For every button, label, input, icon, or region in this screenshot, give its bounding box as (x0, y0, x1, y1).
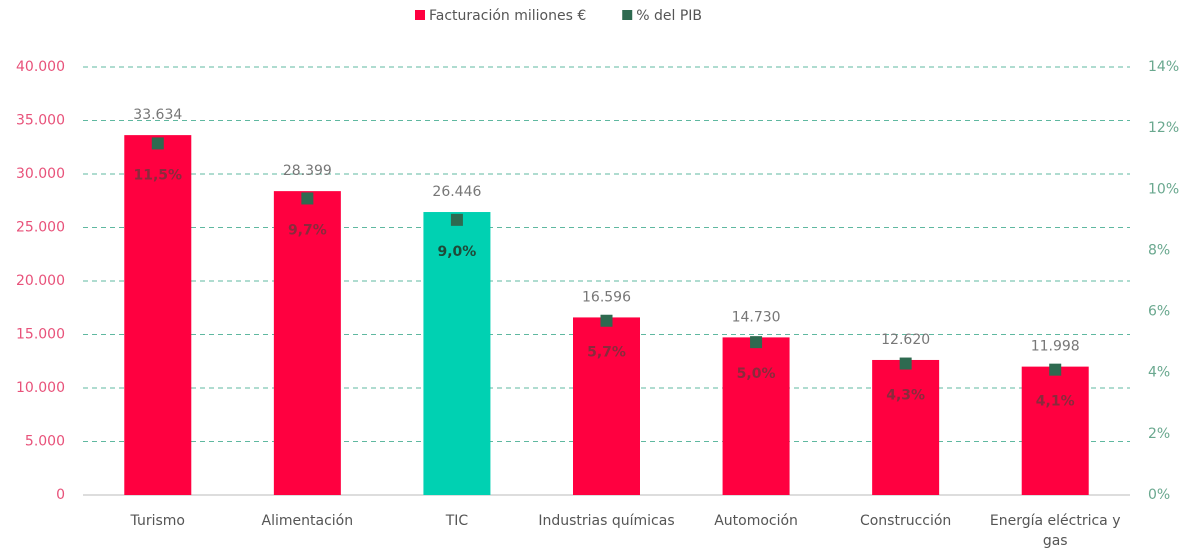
y-tick-label: 30.000 (16, 166, 65, 182)
value-label: 16.596 (582, 289, 631, 305)
marker (750, 336, 763, 349)
bar (872, 359, 940, 495)
value-label: 11.998 (1031, 339, 1080, 355)
legend-swatch (622, 10, 633, 20)
y2-tick-label: 2% (1148, 426, 1170, 442)
value-label: 4,1% (1036, 394, 1075, 410)
legend-swatch (415, 10, 425, 20)
y-tick-label: 0 (56, 487, 65, 503)
y2-tick-label: 0% (1148, 487, 1170, 503)
marker (301, 192, 314, 205)
marker (1049, 363, 1062, 376)
value-label: 14.730 (732, 309, 781, 325)
y2-tick-label: 8% (1148, 242, 1170, 258)
value-label: 11,5% (133, 167, 182, 183)
y-tick-label: 5.000 (25, 434, 65, 450)
marker (899, 357, 912, 370)
y2-tick-label: 12% (1148, 120, 1179, 136)
x-tick-label: Industrias químicas (538, 513, 675, 529)
bar (423, 212, 491, 495)
value-label: 28.399 (283, 163, 332, 179)
value-label: 5,0% (737, 366, 776, 382)
marker (151, 137, 164, 150)
y2-tick-label: 4% (1148, 365, 1170, 381)
x-tick-label: TIC (445, 513, 469, 529)
x-tick-label: Energía eléctrica y gas (989, 513, 1121, 549)
x-tick-label: Turismo (130, 513, 185, 529)
value-label: 33.634 (133, 107, 182, 123)
bar (124, 135, 192, 495)
bar (722, 337, 790, 495)
bar (1021, 366, 1089, 495)
marker (600, 314, 613, 327)
y-tick-label: 25.000 (16, 220, 65, 236)
x-tick-label: Alimentación (261, 513, 354, 529)
y-tick-label: 15.000 (16, 327, 65, 343)
marker (450, 213, 463, 226)
value-label: 4,3% (886, 388, 925, 404)
y2-tick-label: 6% (1148, 304, 1170, 320)
y-tick-label: 10.000 (16, 380, 65, 396)
value-label: 9,7% (288, 222, 327, 238)
value-label: 9,0% (438, 244, 477, 260)
y-tick-label: 20.000 (16, 273, 65, 289)
y-tick-label: 40.000 (16, 59, 65, 75)
y2-tick-label: 10% (1148, 181, 1179, 197)
bar (573, 317, 640, 495)
legend-label: Facturación miliones € (429, 8, 586, 24)
x-tick-label: Automoción (714, 513, 798, 529)
value-label: 26.446 (432, 184, 481, 200)
y-tick-label: 35.000 (16, 113, 65, 129)
x-tick-label: Construcción (859, 513, 952, 529)
value-label: 5,7% (587, 345, 626, 361)
bar (273, 191, 341, 495)
legend-label: % del PIB (636, 8, 702, 24)
value-label: 12.620 (881, 332, 930, 348)
y2-tick-label: 14% (1148, 59, 1179, 75)
